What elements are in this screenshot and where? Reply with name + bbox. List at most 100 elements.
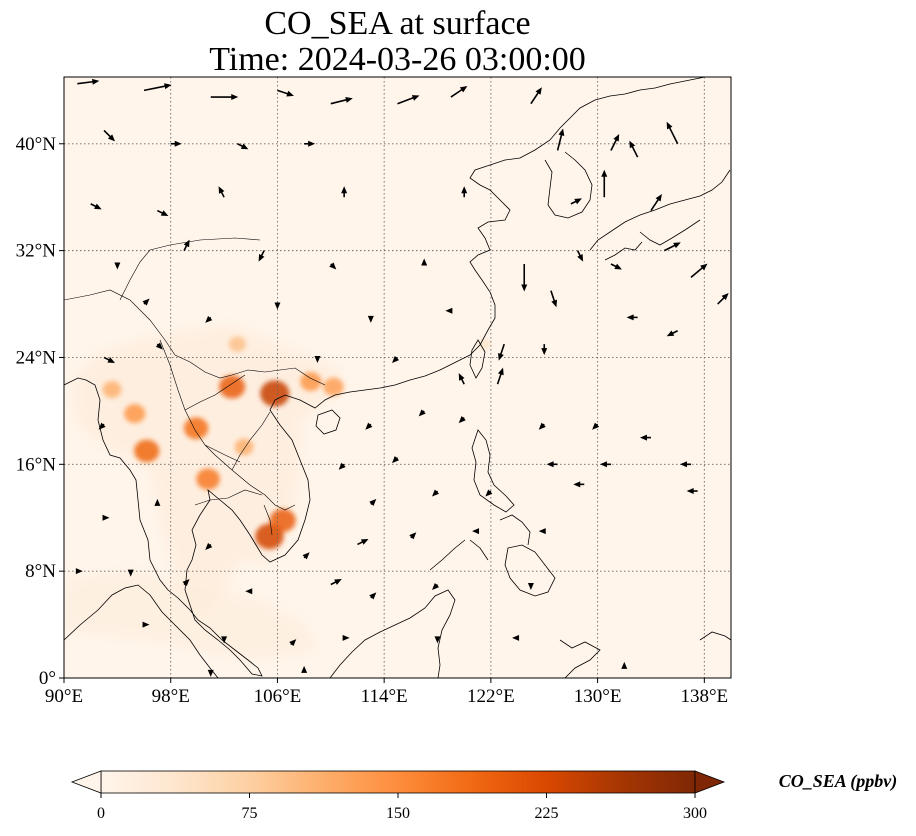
coastline-luzon <box>471 429 515 513</box>
wind-arrow <box>576 250 584 262</box>
colorbar-tick-label: 0 <box>97 805 105 822</box>
wind-arrow <box>75 568 83 575</box>
wind-arrow <box>461 186 468 198</box>
wind-arrow <box>155 342 163 350</box>
wind-arrow <box>210 94 239 101</box>
wind-arrow <box>570 198 582 205</box>
wind-arrow <box>274 302 281 310</box>
wind-arrow <box>556 128 565 151</box>
wind-arrow <box>527 583 534 591</box>
wind-arrow <box>98 422 106 430</box>
co-hotspot <box>183 417 209 440</box>
wind-arrow <box>277 89 294 97</box>
colorbar-label: CO_SEA (ppbv) <box>779 771 898 792</box>
coastline-hainan <box>315 409 341 435</box>
wind-arrow <box>409 532 417 540</box>
wind-arrow <box>512 634 520 641</box>
wind-arrow <box>142 621 150 628</box>
wind-arrow <box>599 461 611 468</box>
co-hotspot <box>477 338 491 351</box>
wind-arrow <box>432 489 440 497</box>
wind-arrow <box>329 262 337 270</box>
wind-arrow <box>663 242 681 252</box>
wind-arrow <box>450 86 468 98</box>
coastline-sumatra <box>64 584 219 678</box>
wind-arrow <box>530 87 542 105</box>
wind-arrow <box>650 194 662 211</box>
wind-arrow <box>392 456 400 464</box>
wind-arrow <box>592 422 600 430</box>
wind-arrow <box>289 639 297 647</box>
map-frame <box>63 76 732 679</box>
wind-arrow <box>170 140 182 147</box>
wind-arrow <box>154 498 161 506</box>
wind-arrow <box>621 661 628 669</box>
colorbar: 0 75 150 225 300 CO_SEA (ppbv) <box>70 770 898 822</box>
wind-arrow <box>550 290 558 308</box>
colorbar-gradient <box>100 770 696 794</box>
wind-arrow <box>304 140 316 147</box>
wind-arrow <box>472 528 480 535</box>
coastline-borneo <box>329 589 456 678</box>
latitude-axis: 0° 8°N 16°N 24°N 32°N 40°N <box>16 134 64 689</box>
colorbar-tick-label: 75 <box>242 805 258 822</box>
wind-arrow <box>143 83 172 92</box>
lon-tick-label: 90°E <box>45 686 83 707</box>
lon-tick-label: 130°E <box>574 686 622 707</box>
wind-arrow <box>397 95 420 105</box>
wind-arrow <box>182 579 190 587</box>
wind-arrow <box>392 355 400 363</box>
wind-arrow <box>418 409 426 417</box>
lat-tick-label: 24°N <box>16 347 57 368</box>
lat-tick-label: 8°N <box>25 561 56 582</box>
wind-arrow <box>458 373 465 385</box>
lon-tick-label: 138°E <box>680 686 728 707</box>
wind-arrow <box>183 239 190 251</box>
coastline-taiwan <box>469 339 486 379</box>
lat-tick-label: 16°N <box>16 454 57 475</box>
wind-arrow <box>666 330 678 337</box>
wind-arrow <box>445 307 453 314</box>
wind-vector-layer <box>75 78 729 677</box>
coastline-korea <box>544 151 593 219</box>
wind-arrow <box>690 263 708 278</box>
wind-arrow <box>538 422 546 430</box>
colorbar-tick-label: 225 <box>535 805 559 822</box>
wind-arrow <box>357 538 369 546</box>
country-borders <box>64 237 326 536</box>
wind-arrow <box>103 129 116 142</box>
wind-arrow <box>245 588 253 595</box>
wind-arrow <box>102 514 110 521</box>
lat-tick-label: 0° <box>39 668 56 689</box>
map-title: CO_SEA at surface <box>264 5 531 42</box>
wind-arrow <box>367 315 374 323</box>
lon-tick-label: 98°E <box>152 686 190 707</box>
wind-arrow <box>90 203 102 210</box>
co-hotspot <box>269 508 296 533</box>
wind-arrow <box>205 315 213 323</box>
wind-arrow <box>338 462 346 470</box>
wind-arrow <box>302 552 310 560</box>
wind-arrow <box>301 665 308 673</box>
wind-arrow <box>573 481 585 488</box>
lon-tick-label: 106°E <box>254 686 302 707</box>
wind-arrow <box>521 263 528 292</box>
co-hotspot <box>228 336 247 352</box>
wind-arrow <box>538 528 546 535</box>
wind-arrow <box>237 143 249 150</box>
coastline-asia-mainland <box>64 77 706 677</box>
wind-arrow <box>421 258 428 266</box>
wind-arrow <box>610 263 622 270</box>
wind-arrow <box>330 579 342 586</box>
wind-arrow <box>666 121 679 145</box>
lon-tick-label: 114°E <box>361 686 408 707</box>
lon-tick-label: 122°E <box>467 686 515 707</box>
wind-arrow <box>142 298 150 306</box>
wind-arrow <box>496 367 504 385</box>
wind-arrow <box>541 344 548 356</box>
coastline-sulawesi <box>559 639 601 678</box>
colorbar-ticks: 0 75 150 225 300 <box>97 793 707 822</box>
wind-arrow <box>341 186 348 198</box>
colorbar-tick-label: 150 <box>386 805 410 822</box>
